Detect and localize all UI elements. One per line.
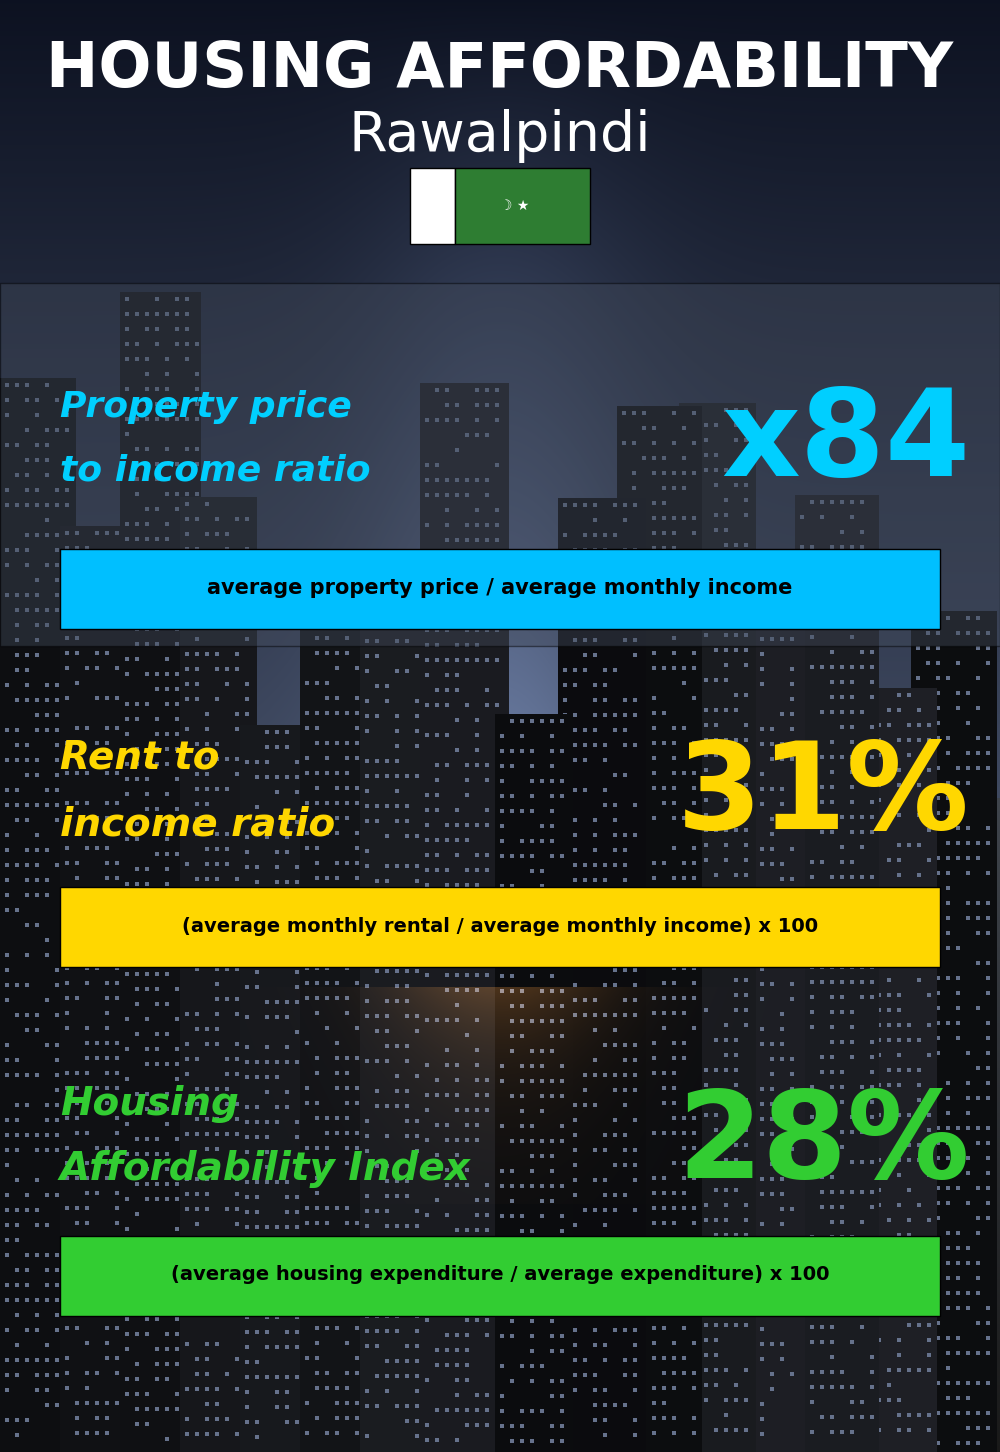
- FancyBboxPatch shape: [455, 168, 590, 244]
- Text: Affordability Index: Affordability Index: [60, 1150, 471, 1188]
- Text: to income ratio: to income ratio: [60, 453, 371, 488]
- Text: 28%: 28%: [677, 1086, 970, 1202]
- FancyBboxPatch shape: [410, 168, 455, 244]
- Text: Housing: Housing: [60, 1085, 239, 1122]
- Text: average property price / average monthly income: average property price / average monthly…: [207, 578, 793, 598]
- FancyBboxPatch shape: [0, 283, 1000, 646]
- Text: 31%: 31%: [677, 738, 970, 854]
- FancyBboxPatch shape: [60, 549, 940, 629]
- Text: x84: x84: [721, 385, 970, 501]
- Text: Property price: Property price: [60, 389, 352, 424]
- Text: (average housing expenditure / average expenditure) x 100: (average housing expenditure / average e…: [171, 1265, 829, 1285]
- Text: Rawalpindi: Rawalpindi: [349, 109, 651, 164]
- Text: ☽ ★: ☽ ★: [500, 199, 529, 213]
- Text: income ratio: income ratio: [60, 806, 335, 844]
- Text: (average monthly rental / average monthly income) x 100: (average monthly rental / average monthl…: [182, 916, 818, 937]
- FancyBboxPatch shape: [60, 887, 940, 967]
- FancyBboxPatch shape: [60, 1236, 940, 1316]
- Text: Rent to: Rent to: [60, 739, 220, 777]
- Text: HOUSING AFFORDABILITY: HOUSING AFFORDABILITY: [46, 39, 954, 100]
